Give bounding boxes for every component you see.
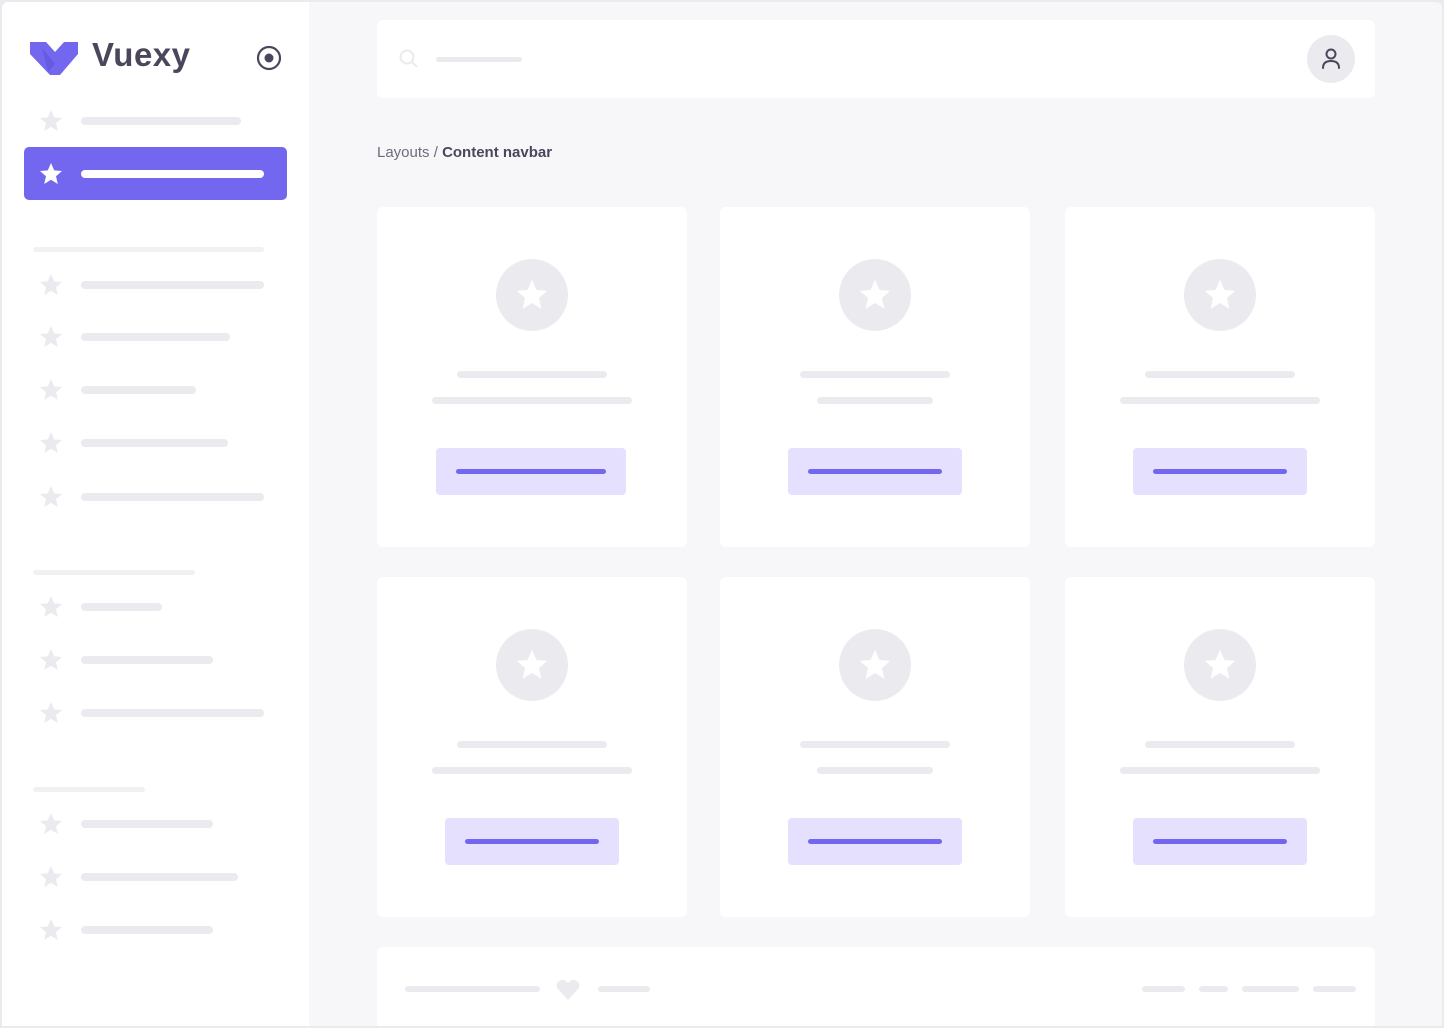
sidebar-item-label bbox=[81, 820, 213, 828]
star-icon bbox=[40, 486, 62, 507]
footer-text bbox=[598, 986, 650, 992]
card bbox=[377, 577, 687, 917]
card bbox=[1065, 207, 1375, 547]
sidebar-item-label bbox=[81, 603, 162, 611]
sidebar-section-header bbox=[33, 787, 145, 792]
star-icon bbox=[859, 279, 891, 309]
star-icon bbox=[40, 919, 62, 940]
card-button-label bbox=[456, 469, 606, 474]
star-icon bbox=[859, 649, 891, 679]
card-title bbox=[800, 371, 950, 378]
sidebar-section-header bbox=[33, 570, 195, 575]
footer-link[interactable] bbox=[1142, 986, 1185, 992]
star-icon bbox=[1204, 649, 1236, 679]
card-subtitle bbox=[432, 767, 632, 774]
sidebar-item-label bbox=[81, 117, 241, 125]
card-avatar bbox=[1184, 259, 1256, 331]
heart-icon bbox=[556, 979, 580, 1000]
sidebar-item-label bbox=[81, 170, 264, 178]
star-icon bbox=[40, 274, 62, 295]
card-button[interactable] bbox=[1133, 818, 1307, 865]
card-subtitle bbox=[817, 397, 933, 404]
user-avatar[interactable] bbox=[1307, 35, 1355, 83]
footer-link[interactable] bbox=[1242, 986, 1299, 992]
footer-link[interactable] bbox=[1313, 986, 1356, 992]
card bbox=[377, 207, 687, 547]
star-icon bbox=[40, 163, 62, 184]
star-icon bbox=[40, 596, 62, 617]
card-button-label bbox=[808, 469, 942, 474]
sidebar-item-label bbox=[81, 281, 264, 289]
star-icon bbox=[516, 279, 548, 309]
sidebar-item-label bbox=[81, 386, 196, 394]
card bbox=[720, 577, 1030, 917]
card-subtitle bbox=[432, 397, 632, 404]
card-avatar bbox=[496, 629, 568, 701]
star-icon bbox=[40, 326, 62, 347]
card-button-label bbox=[465, 839, 599, 844]
sidebar-item-label bbox=[81, 709, 264, 717]
sidebar: Vuexy bbox=[2, 2, 309, 1026]
sidebar-section-header bbox=[33, 247, 264, 252]
card-avatar bbox=[496, 259, 568, 331]
sidebar-item-label bbox=[81, 333, 230, 341]
star-icon bbox=[516, 649, 548, 679]
star-icon bbox=[1204, 279, 1236, 309]
card bbox=[1065, 577, 1375, 917]
search-input[interactable] bbox=[436, 57, 522, 62]
star-icon bbox=[40, 110, 62, 131]
star-icon bbox=[40, 813, 62, 834]
card bbox=[720, 207, 1030, 547]
star-icon bbox=[40, 379, 62, 400]
card-button[interactable] bbox=[1133, 448, 1307, 495]
sidebar-item-label bbox=[81, 656, 213, 664]
card-subtitle bbox=[1120, 767, 1320, 774]
card-button-label bbox=[1153, 469, 1287, 474]
card-subtitle bbox=[817, 767, 933, 774]
footer-text bbox=[405, 986, 540, 992]
star-icon bbox=[40, 432, 62, 453]
footer bbox=[377, 947, 1375, 1026]
star-icon bbox=[40, 866, 62, 887]
card-button[interactable] bbox=[788, 448, 962, 495]
sidebar-item-label bbox=[81, 926, 213, 934]
sidebar-item-label bbox=[81, 493, 264, 501]
brand-name: Vuexy bbox=[92, 36, 191, 73]
footer-link[interactable] bbox=[1199, 986, 1228, 992]
breadcrumb: Layouts / Content navbar bbox=[377, 144, 552, 161]
card-button-label bbox=[808, 839, 942, 844]
card-title bbox=[457, 371, 607, 378]
card-avatar bbox=[839, 629, 911, 701]
breadcrumb-parent[interactable]: Layouts bbox=[377, 144, 430, 161]
card-avatar bbox=[1184, 629, 1256, 701]
star-icon bbox=[40, 702, 62, 723]
card-button-label bbox=[1153, 839, 1287, 844]
card-title bbox=[457, 741, 607, 748]
card-subtitle bbox=[1120, 397, 1320, 404]
card-button[interactable] bbox=[445, 818, 619, 865]
search-icon[interactable] bbox=[399, 49, 419, 69]
card-title bbox=[1145, 371, 1295, 378]
sidebar-item-label bbox=[81, 873, 238, 881]
star-icon bbox=[40, 649, 62, 670]
card-title bbox=[1145, 741, 1295, 748]
radio-circle-icon[interactable] bbox=[256, 45, 282, 71]
card-button[interactable] bbox=[788, 818, 962, 865]
card-avatar bbox=[839, 259, 911, 331]
user-icon bbox=[1322, 48, 1340, 69]
sidebar-item-label bbox=[81, 439, 228, 447]
card-title bbox=[800, 741, 950, 748]
card-button[interactable] bbox=[436, 448, 626, 495]
breadcrumb-current: Content navbar bbox=[442, 144, 553, 161]
vuexy-logo-icon bbox=[30, 42, 78, 75]
breadcrumb-separator: / bbox=[429, 144, 443, 161]
top-navbar bbox=[377, 20, 1375, 98]
